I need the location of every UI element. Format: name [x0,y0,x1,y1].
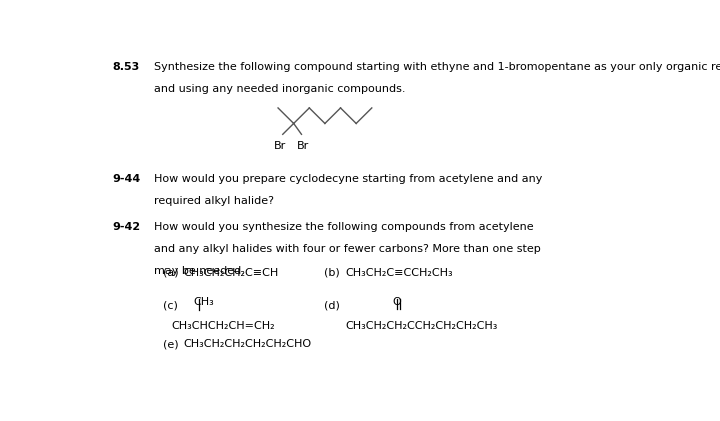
Text: CH₃CH₂CH₂C≡CH: CH₃CH₂CH₂C≡CH [184,268,279,278]
Text: Br: Br [297,141,309,151]
Text: and any alkyl halides with four or fewer carbons? More than one step: and any alkyl halides with four or fewer… [154,244,541,254]
Text: CH₃: CH₃ [193,297,214,307]
Text: and using any needed inorganic compounds.: and using any needed inorganic compounds… [154,84,405,94]
Text: 9-44: 9-44 [112,174,140,184]
Text: may be needed.: may be needed. [154,266,245,277]
Text: CH₃CH₂CH₂CCH₂CH₂CH₂CH₃: CH₃CH₂CH₂CCH₂CH₂CH₂CH₃ [346,320,498,330]
Text: (c): (c) [163,300,177,310]
Text: (d): (d) [324,300,341,310]
Text: Br: Br [274,141,287,151]
Text: 9-42: 9-42 [112,222,140,232]
Text: How would you synthesize the following compounds from acetylene: How would you synthesize the following c… [154,222,534,232]
Text: (e): (e) [163,339,178,349]
Text: O: O [392,297,401,307]
Text: How would you prepare cyclodecyne starting from acetylene and any: How would you prepare cyclodecyne starti… [154,174,543,184]
Text: (b): (b) [324,268,340,278]
Text: CH₃CH₂CH₂CH₂CH₂CHO: CH₃CH₂CH₂CH₂CH₂CHO [184,339,312,349]
Text: (a): (a) [163,268,178,278]
Text: 8.53: 8.53 [112,62,140,72]
Text: CH₃CH₂C≡CCH₂CH₃: CH₃CH₂C≡CCH₂CH₃ [346,268,453,278]
Text: Synthesize the following compound starting with ethyne and 1-bromopentane as you: Synthesize the following compound starti… [154,62,720,72]
Text: CH₃CHCH₂CH=CH₂: CH₃CHCH₂CH=CH₂ [171,320,274,330]
Text: required alkyl halide?: required alkyl halide? [154,196,274,206]
